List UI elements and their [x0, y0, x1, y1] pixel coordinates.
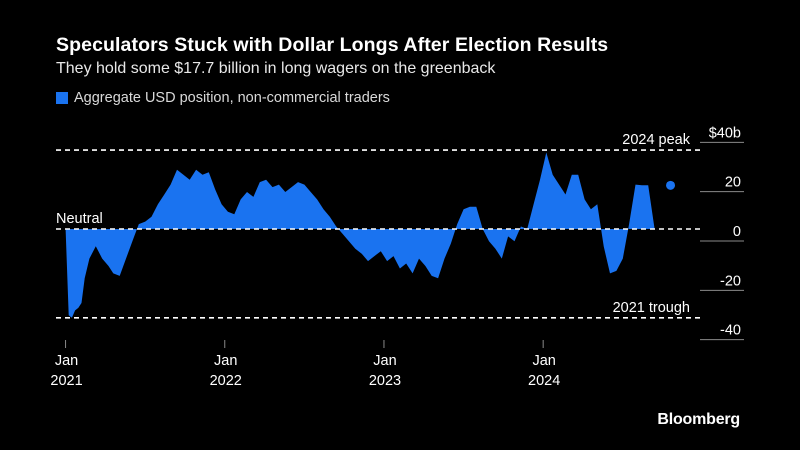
area-series-0 — [65, 152, 677, 318]
chart-subtitle: They hold some $17.7 billion in long wag… — [56, 60, 496, 77]
x-tick-month-3: Jan — [532, 353, 555, 369]
y-tick-label-0: $40b — [709, 125, 741, 141]
bloomberg-logo: Bloomberg — [657, 411, 740, 428]
x-tick-year-1: 2022 — [210, 373, 242, 389]
reference-lines: 2024 peak Neutral 2021 trough — [56, 132, 700, 319]
x-tick-year-2: 2023 — [369, 373, 401, 389]
x-tick-year-0: 2021 — [50, 373, 82, 389]
area-layer — [65, 152, 677, 318]
chart-legend: Aggregate USD position, non-commercial t… — [56, 90, 390, 106]
reference-label-0: 2024 peak — [622, 132, 690, 148]
latest-value-marker — [666, 180, 676, 190]
x-tick-month-1: Jan — [214, 353, 237, 369]
y-tick-label-4: -40 — [720, 323, 741, 339]
axes: $40b 20 0 -20 -40 Jan 2021 Jan 2022 Jan 2023 Jan 202… — [50, 125, 744, 389]
reference-label-2: 2021 trough — [613, 300, 690, 316]
chart-title: Speculators Stuck with Dollar Longs Afte… — [56, 34, 609, 56]
y-tick-label-1: 20 — [725, 175, 741, 191]
y-tick-label-2: 0 — [733, 224, 741, 240]
legend-swatch — [56, 92, 68, 104]
y-tick-label-3: -20 — [720, 273, 741, 289]
x-tick-month-0: Jan — [55, 353, 78, 369]
legend-label: Aggregate USD position, non-commercial t… — [74, 90, 390, 106]
x-tick-year-3: 2024 — [528, 373, 560, 389]
reference-label-1: Neutral — [56, 211, 103, 227]
x-tick-month-2: Jan — [373, 353, 396, 369]
